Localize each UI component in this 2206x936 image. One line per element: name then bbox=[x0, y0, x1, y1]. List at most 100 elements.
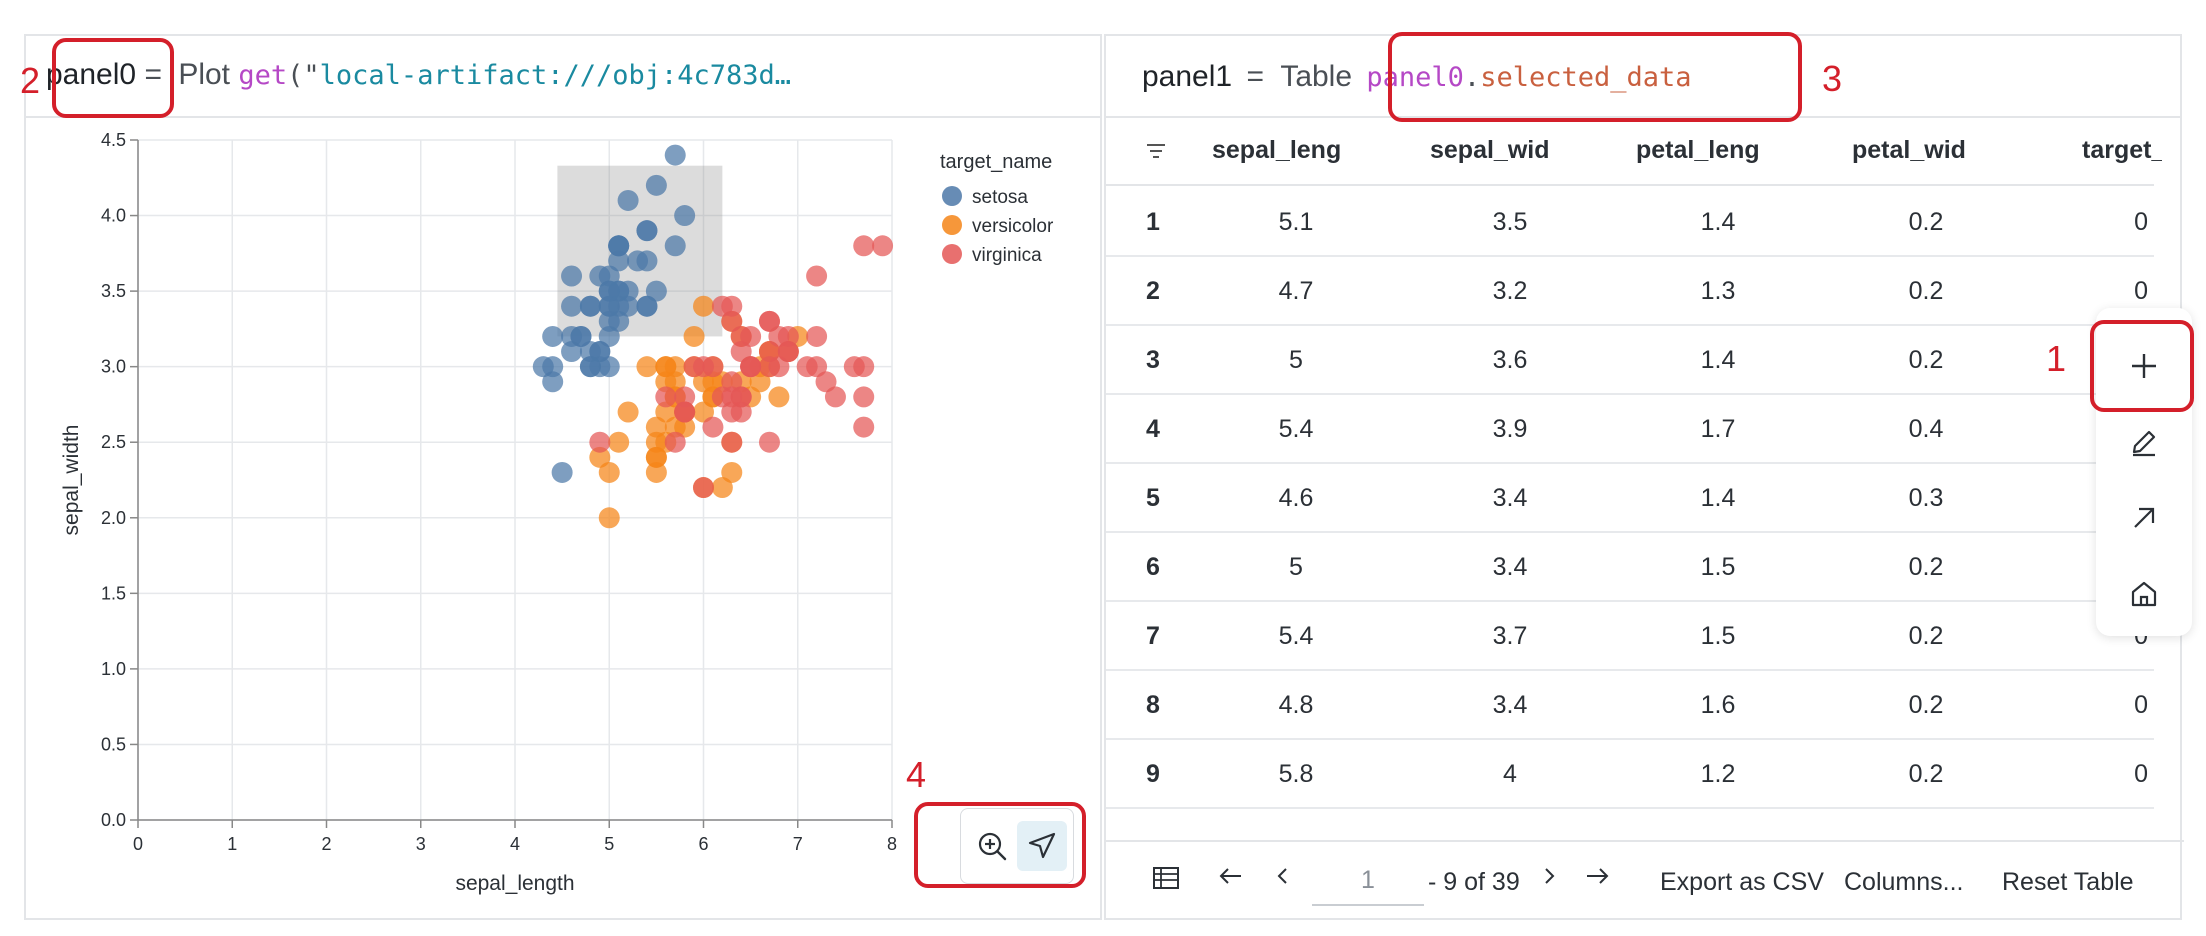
edit-button[interactable] bbox=[2116, 414, 2172, 470]
data-point-setosa bbox=[608, 235, 630, 257]
plot-fn-open: (" bbox=[287, 60, 320, 91]
row-index: 7 bbox=[1146, 622, 1160, 650]
row-index: 5 bbox=[1146, 484, 1160, 512]
columns-button[interactable]: Columns... bbox=[1844, 868, 1964, 896]
data-point-setosa bbox=[617, 280, 639, 302]
table-panel-header: panel1 = Table panel0.selected_data bbox=[1106, 36, 2180, 118]
prev-page-icon[interactable] bbox=[1276, 864, 1290, 895]
plot-panel-header: panel0 = Plot get("local-artifact:///obj… bbox=[26, 36, 1100, 118]
column-header-sepal-length[interactable]: sepal_leng bbox=[1212, 136, 1342, 164]
first-page-icon[interactable] bbox=[1218, 864, 1244, 895]
data-point-versicolor bbox=[674, 416, 696, 438]
annotation-box-2 bbox=[52, 38, 174, 118]
data-point-setosa bbox=[645, 174, 667, 196]
data-point-virginica bbox=[815, 371, 837, 393]
table-row[interactable]: 353.61.40.20 bbox=[1106, 326, 2154, 395]
y-tick-label: 4.5 bbox=[101, 130, 126, 150]
row-index: 3 bbox=[1146, 346, 1160, 374]
table-cell: 5.4 bbox=[1278, 415, 1314, 443]
table-cell: 0.2 bbox=[1908, 277, 1944, 305]
last-page-icon[interactable] bbox=[1584, 864, 1610, 895]
table-row[interactable]: 45.43.91.70.40 bbox=[1106, 395, 2154, 464]
zoom-tool-button[interactable] bbox=[967, 821, 1017, 871]
y-tick-label: 4.0 bbox=[101, 206, 126, 226]
data-point-virginica bbox=[806, 325, 828, 347]
x-tick-label: 8 bbox=[887, 834, 897, 854]
data-point-setosa bbox=[561, 325, 583, 347]
table-cell: 3.4 bbox=[1492, 553, 1528, 581]
table-row[interactable]: 653.41.50.20 bbox=[1106, 533, 2154, 602]
table-cell: 0 bbox=[2134, 691, 2148, 719]
data-point-versicolor bbox=[655, 401, 677, 423]
table-var-name[interactable]: panel1 bbox=[1142, 60, 1233, 93]
data-point-versicolor bbox=[664, 356, 686, 378]
data-point-versicolor bbox=[598, 507, 620, 529]
data-point-versicolor bbox=[711, 477, 733, 499]
data-point-virginica bbox=[664, 431, 686, 453]
legend-label-virginica: virginica bbox=[972, 245, 1042, 266]
table-cell: 0.3 bbox=[1908, 484, 1944, 512]
table-cell: 1.4 bbox=[1700, 484, 1736, 512]
sort-filter-icon[interactable] bbox=[1146, 142, 1166, 165]
table-cell: 1.5 bbox=[1700, 553, 1736, 581]
plot-var-name[interactable]: panel0 bbox=[46, 58, 137, 91]
data-point-virginica bbox=[721, 310, 743, 332]
table-cell: 1.7 bbox=[1700, 415, 1736, 443]
table-row[interactable]: 1 5.1 3.5 1.4 0.2 0 bbox=[1106, 188, 2154, 257]
table-cell: 1.2 bbox=[1700, 760, 1736, 788]
data-point-setosa bbox=[589, 341, 611, 363]
column-header-petal-width[interactable]: petal_wid bbox=[1852, 136, 1966, 164]
column-header-sepal-width[interactable]: sepal_wid bbox=[1430, 136, 1550, 164]
data-point-setosa bbox=[542, 371, 564, 393]
data-point-virginica bbox=[872, 235, 894, 257]
table-row[interactable]: 8 4.8 3.4 1.6 0.2 0 bbox=[1106, 671, 2154, 740]
plot-equals: = bbox=[144, 58, 162, 91]
export-csv-button[interactable]: Export as CSV bbox=[1660, 868, 1824, 896]
table-cell: 1.4 bbox=[1700, 346, 1736, 374]
table-cell: 3.9 bbox=[1492, 415, 1528, 443]
add-panel-button[interactable] bbox=[2116, 338, 2172, 394]
column-header-target[interactable]: target_ bbox=[2082, 136, 2162, 164]
table-cell: 3.4 bbox=[1492, 484, 1528, 512]
data-point-versicolor bbox=[589, 446, 611, 468]
table-type-label: Table bbox=[1280, 60, 1353, 93]
row-index: 9 bbox=[1146, 760, 1160, 788]
table-row[interactable]: 7 5.4 3.7 1.5 0.2 0 bbox=[1106, 602, 2154, 671]
home-button[interactable] bbox=[2116, 566, 2172, 622]
next-page-icon[interactable] bbox=[1542, 864, 1556, 895]
table-row[interactable]: 54.63.41.40.30 bbox=[1106, 464, 2154, 533]
table-cell: 5.8 bbox=[1278, 760, 1314, 788]
column-header-petal-length[interactable]: petal_leng bbox=[1636, 136, 1760, 164]
data-point-virginica bbox=[824, 386, 846, 408]
select-tool-button[interactable] bbox=[1017, 821, 1067, 871]
reset-table-button[interactable]: Reset Table bbox=[2002, 868, 2134, 896]
table-expression[interactable]: panel1 = Table panel0.selected_data bbox=[1142, 60, 1692, 94]
x-tick-label: 5 bbox=[604, 834, 614, 854]
data-point-setosa bbox=[674, 205, 696, 227]
data-point-virginica bbox=[674, 401, 696, 423]
data-point-versicolor bbox=[636, 356, 658, 378]
table-row[interactable]: 9 5.8 4 1.2 0.2 0 bbox=[1106, 740, 2154, 809]
legend-swatch-virginica bbox=[942, 244, 962, 264]
data-point-versicolor bbox=[617, 401, 639, 423]
data-point-versicolor bbox=[693, 371, 714, 393]
scatter-chart[interactable]: 0 1 2 3 4 5 6 7 8 0.0 0.5 1.0 1.5 2.0 2.5 3.0 3.5 4.0 4.5 s… bbox=[26, 36, 1104, 922]
row-index: 1 bbox=[1146, 208, 1160, 236]
cursor-arrow-icon bbox=[1028, 832, 1056, 859]
data-point-setosa bbox=[542, 356, 564, 378]
data-point-virginica bbox=[721, 371, 743, 393]
table-cell: 5.4 bbox=[1278, 622, 1314, 650]
plot-expression[interactable]: panel0 = Plot get("local-artifact:///obj… bbox=[46, 58, 791, 92]
y-axis-title: sepal_width bbox=[60, 425, 83, 536]
page-range-text: - 9 of 39 bbox=[1428, 868, 1520, 896]
table-row[interactable]: 2 4.7 3.2 1.3 0.2 0 bbox=[1106, 257, 2154, 326]
data-point-virginica bbox=[853, 235, 875, 257]
table-cell: 5 bbox=[1289, 346, 1303, 374]
table-view-icon[interactable] bbox=[1152, 866, 1180, 897]
data-point-setosa bbox=[598, 310, 620, 332]
x-axis-title: sepal_length bbox=[455, 872, 574, 895]
page-number-input[interactable] bbox=[1312, 856, 1424, 906]
table-cell: 3.6 bbox=[1492, 346, 1528, 374]
table-cell: 3.4 bbox=[1492, 691, 1528, 719]
open-external-button[interactable] bbox=[2116, 490, 2172, 546]
